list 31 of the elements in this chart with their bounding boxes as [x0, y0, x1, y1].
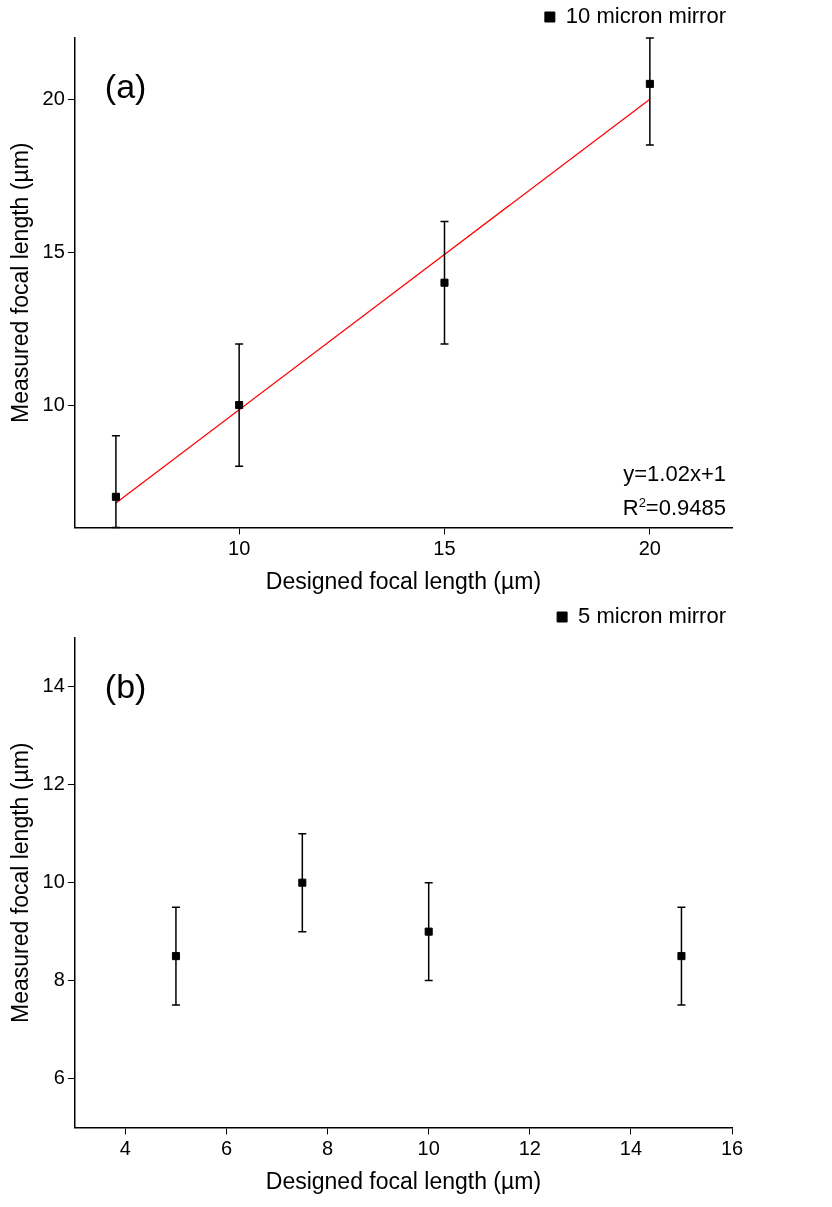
legend-label: 10 micron mirror — [565, 3, 727, 29]
annotation: (a) — [104, 67, 147, 105]
y-tick-label: 8 — [53, 968, 65, 991]
y-tick-label: 10 — [42, 392, 65, 415]
legend-label: 5 micron mirror — [578, 603, 727, 629]
x-tick-label: 10 — [417, 1136, 440, 1159]
point — [298, 878, 307, 887]
point — [440, 278, 449, 287]
point — [424, 927, 433, 936]
x-tick-label: 15 — [433, 536, 456, 559]
x-tick-label: 12 — [518, 1136, 541, 1159]
annotation: (b) — [104, 667, 147, 705]
y-tick-label: 20 — [42, 86, 65, 109]
y-tick-label: 12 — [42, 772, 65, 795]
y-tick-label: 14 — [42, 674, 65, 697]
x-axis-title: Designed focal length (µm) — [265, 1167, 542, 1194]
x-tick-label: 4 — [119, 1136, 131, 1159]
x-tick-label: 10 — [228, 536, 251, 559]
x-tick-label: 20 — [638, 536, 661, 559]
y-tick-label: 15 — [42, 239, 65, 262]
x-tick-label: 14 — [619, 1136, 643, 1159]
y-axis-title: Measured focal length (µm) — [7, 142, 34, 423]
x-axis-title: Designed focal length (µm) — [265, 567, 542, 594]
y-axis-title: Measured focal length (µm) — [7, 742, 34, 1023]
x-tick-label: 16 — [720, 1136, 744, 1159]
x-tick-label: 6 — [220, 1136, 233, 1159]
y-tick-label: 6 — [53, 1065, 65, 1088]
y-tick-label: 10 — [42, 870, 65, 893]
point — [677, 952, 686, 961]
annotation: y=1.02x+1 — [623, 461, 726, 487]
x-tick-label: 8 — [322, 1136, 334, 1159]
